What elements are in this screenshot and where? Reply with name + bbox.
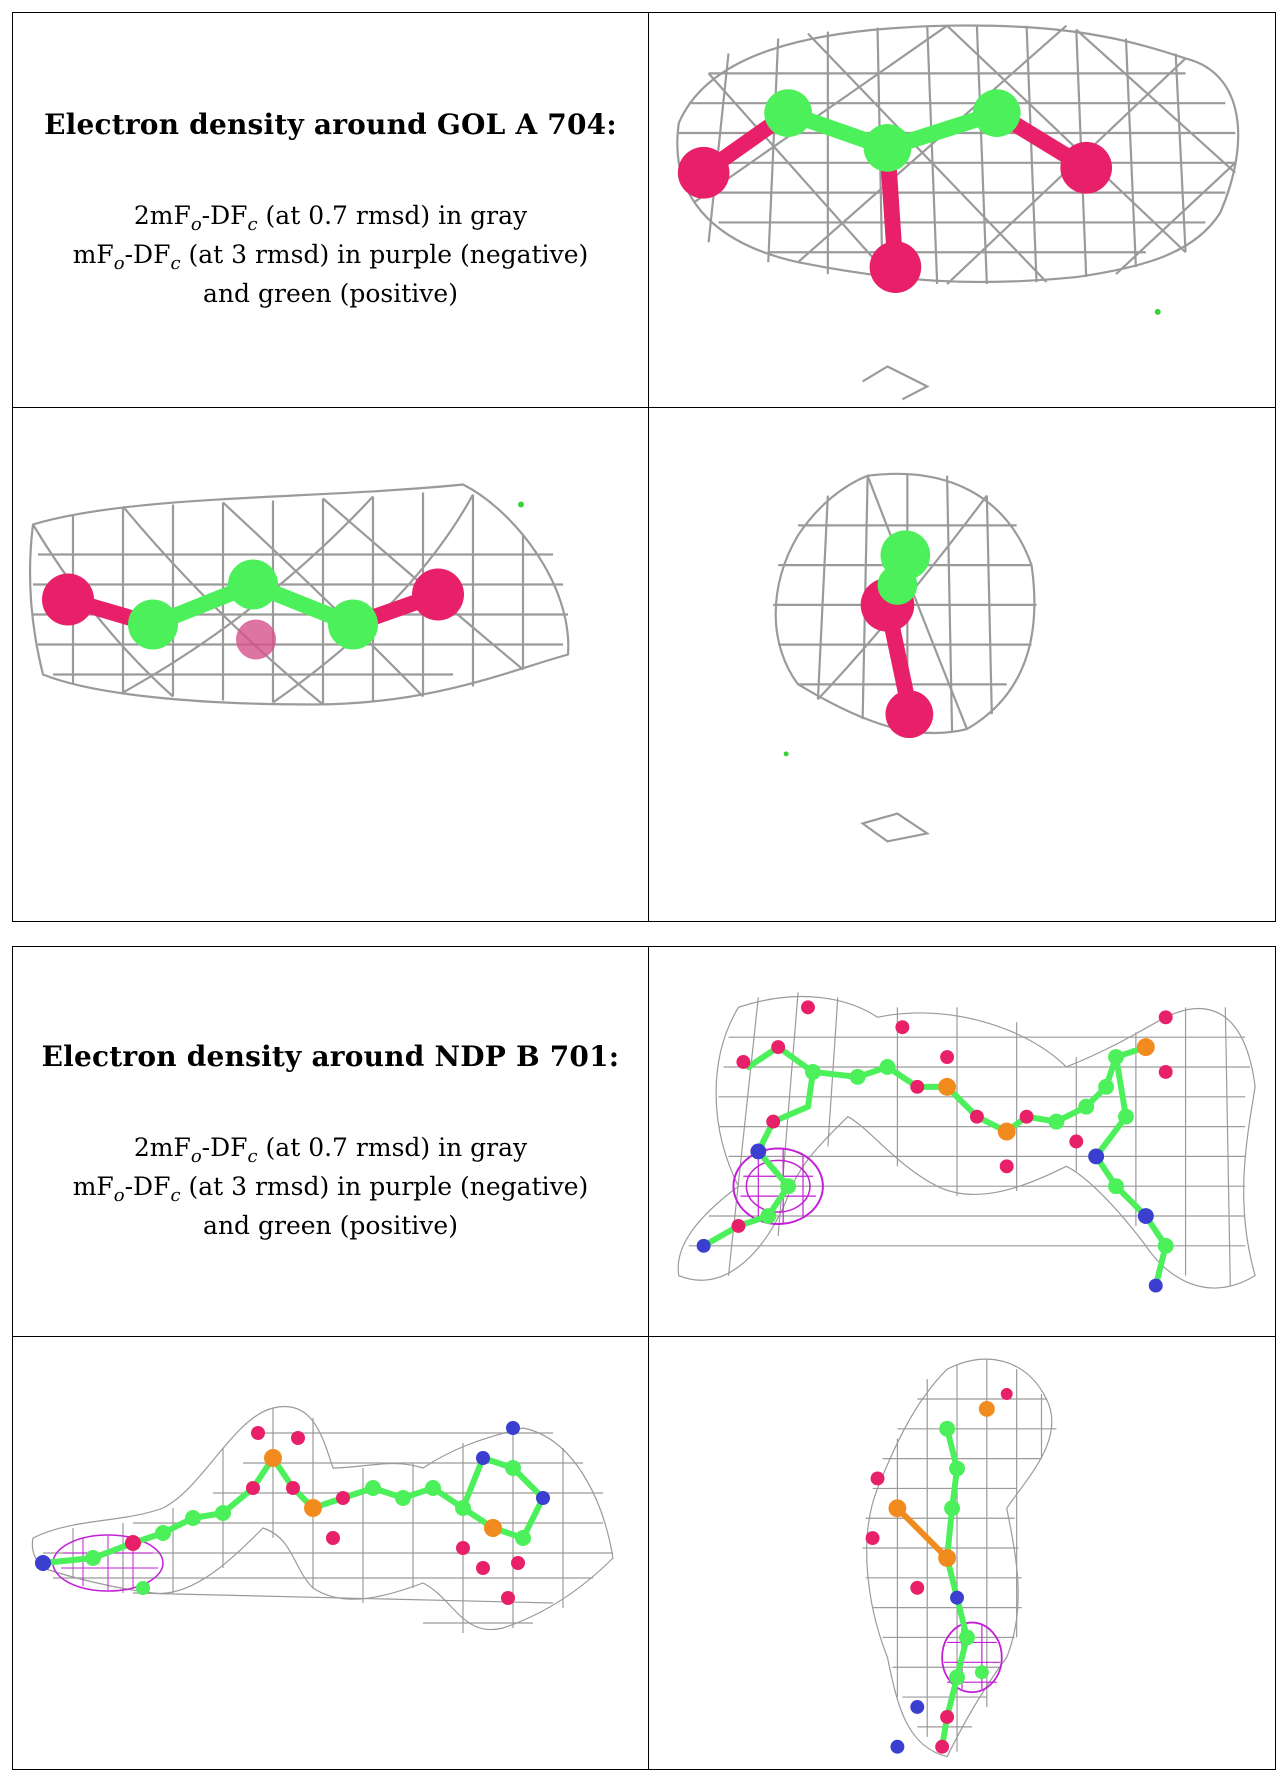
gol-density-view-2 — [28, 483, 570, 706]
gray-mesh — [31, 1405, 614, 1633]
ndp-density-view-3 — [862, 1358, 1057, 1758]
ndp-view-2 — [12, 1336, 649, 1770]
gol-figure-table: Electron density around GOL A 704: 2mFo-… — [12, 12, 1276, 922]
ndp-caption-cell: Electron density around NDP B 701: 2mFo-… — [12, 946, 649, 1337]
gol-molecule — [677, 89, 1161, 315]
gol-legend-line-2: mFo-DFc (at 3 rmsd) in purple (negative) — [72, 240, 589, 275]
ndp-legend-line-2: mFo-DFc (at 3 rmsd) in purple (negative) — [72, 1171, 589, 1206]
gol-caption-cell: Electron density around GOL A 704: 2mFo-… — [12, 12, 649, 408]
gol-molecule — [42, 501, 524, 660]
ndp-legend-line-1: 2mFo-DFc (at 0.7 rmsd) in gray — [133, 1132, 528, 1167]
ndp-molecule — [35, 1421, 550, 1605]
gray-mesh — [862, 1358, 1057, 1758]
ndp-molecule — [865, 1388, 1013, 1754]
gol-density-view-3 — [773, 472, 1037, 843]
ndp-caption: Electron density around NDP B 701: 2mFo-… — [13, 1040, 648, 1243]
ndp-molecule — [696, 1000, 1174, 1293]
gol-caption: Electron density around GOL A 704: 2mFo-… — [13, 108, 648, 311]
gol-legend-line-1: 2mFo-DFc (at 0.7 rmsd) in gray — [133, 201, 528, 236]
ndp-view-3 — [648, 1336, 1276, 1770]
ndp-section: Electron density around NDP B 701: 2mFo-… — [12, 946, 1276, 1770]
gol-section: Electron density around GOL A 704: 2mFo-… — [12, 12, 1276, 922]
ndp-density-view-2 — [31, 1405, 614, 1633]
ndp-title: Electron density around NDP B 701: — [41, 1039, 620, 1073]
gol-title: Electron density around GOL A 704: — [44, 108, 617, 142]
gol-molecule — [783, 530, 934, 757]
ndp-density-view-1 — [677, 992, 1256, 1293]
gol-legend-line-3: and green (positive) — [203, 279, 458, 309]
gol-view-3 — [648, 407, 1276, 922]
ndp-view-1 — [648, 946, 1276, 1337]
ndp-figure-table: Electron density around NDP B 701: 2mFo-… — [12, 946, 1276, 1770]
gray-mesh — [676, 24, 1240, 401]
gol-density-view-1 — [676, 24, 1240, 401]
gol-view-2 — [12, 407, 649, 922]
ndp-legend-line-3: and green (positive) — [203, 1210, 458, 1240]
gol-view-1 — [648, 12, 1276, 408]
